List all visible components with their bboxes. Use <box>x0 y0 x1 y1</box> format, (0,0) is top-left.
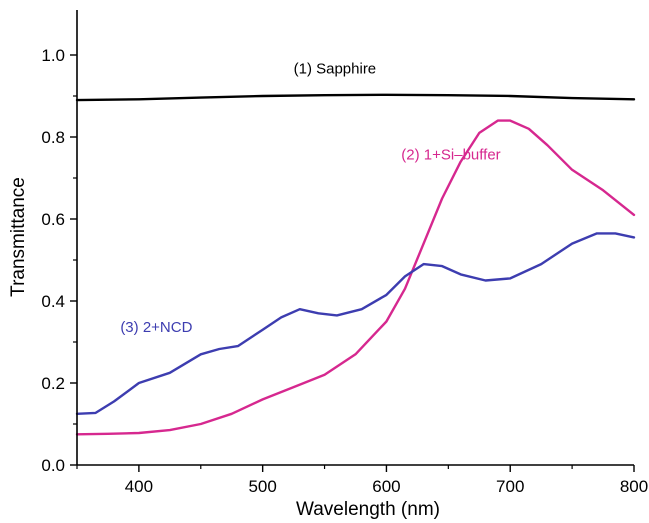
series-line-2 <box>75 119 636 436</box>
x-axis-title: Wavelength (nm) <box>296 499 440 520</box>
y-tick-label: 0.6 <box>41 210 65 229</box>
series-label-3: (3) 2+NCD <box>120 319 192 336</box>
y-tick-label: 0.0 <box>41 456 65 475</box>
ticks: 400 500 600 700 800 0.0 0.2 0.4 0.6 0.8 1.0 <box>41 46 648 496</box>
x-tick-label: 500 <box>248 477 276 496</box>
plot-area <box>75 93 636 436</box>
y-tick-label: 0.2 <box>41 374 65 393</box>
x-tick-label: 600 <box>372 477 400 496</box>
y-tick-label: 0.8 <box>41 128 65 147</box>
series-line-1 <box>75 93 636 102</box>
y-tick-label: 1.0 <box>41 46 65 65</box>
series-label-1: (1) Sapphire <box>294 60 377 77</box>
axes <box>76 10 634 466</box>
x-tick-label: 400 <box>125 477 153 496</box>
x-tick-label: 800 <box>620 477 648 496</box>
y-tick-label: 0.4 <box>41 292 65 311</box>
annotations: (1) Sapphire (2) 1+Si–buffer (3) 2+NCD <box>120 60 500 335</box>
series-line-3 <box>75 232 636 415</box>
y-axis-title: Transmittance <box>8 177 29 297</box>
series-label-2: (2) 1+Si–buffer <box>401 147 500 164</box>
x-tick-label: 700 <box>496 477 524 496</box>
